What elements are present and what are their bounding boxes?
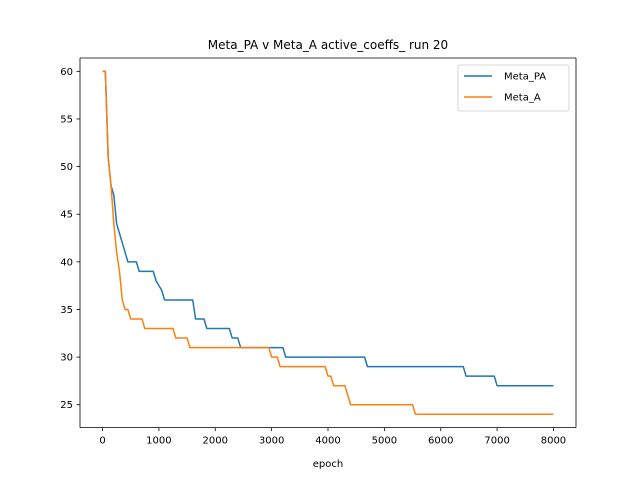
x-tick-label: 1000 <box>146 436 171 447</box>
y-tick-label: 55 <box>60 114 73 125</box>
x-tick-label: 4000 <box>315 436 340 447</box>
series-layer <box>102 70 554 416</box>
y-axis-ticks: 25 30 35 40 45 50 55 60 <box>60 67 80 411</box>
chart-title: Meta_PA v Meta_A active_coeffs_ run 20 <box>208 38 448 52</box>
legend-label-meta-a: Meta_A <box>504 93 541 104</box>
x-tick-label: 6000 <box>428 436 453 447</box>
x-tick-label: 0 <box>99 436 105 447</box>
x-axis-label: epoch <box>313 459 343 470</box>
y-tick-label: 30 <box>60 353 73 364</box>
y-tick-label: 35 <box>60 305 73 316</box>
y-tick-label: 50 <box>60 162 73 173</box>
y-tick-label: 45 <box>60 210 73 221</box>
x-tick-label: 3000 <box>259 436 284 447</box>
legend-label-meta-pa: Meta_PA <box>504 72 546 83</box>
x-tick-label: 7000 <box>484 436 509 447</box>
x-tick-label: 8000 <box>541 436 566 447</box>
x-tick-label: 2000 <box>203 436 228 447</box>
y-tick-label: 25 <box>60 400 73 411</box>
x-axis-ticks: 0 1000 2000 3000 4000 5000 6000 7000 8000 <box>99 427 566 447</box>
y-tick-label: 40 <box>60 257 73 268</box>
x-tick-label: 5000 <box>372 436 397 447</box>
plot-area <box>80 58 576 428</box>
y-tick-label: 60 <box>60 67 73 78</box>
series-line-meta-a <box>102 70 554 416</box>
series-line-meta-pa <box>102 70 554 387</box>
legend: Meta_PA Meta_A <box>457 64 570 112</box>
